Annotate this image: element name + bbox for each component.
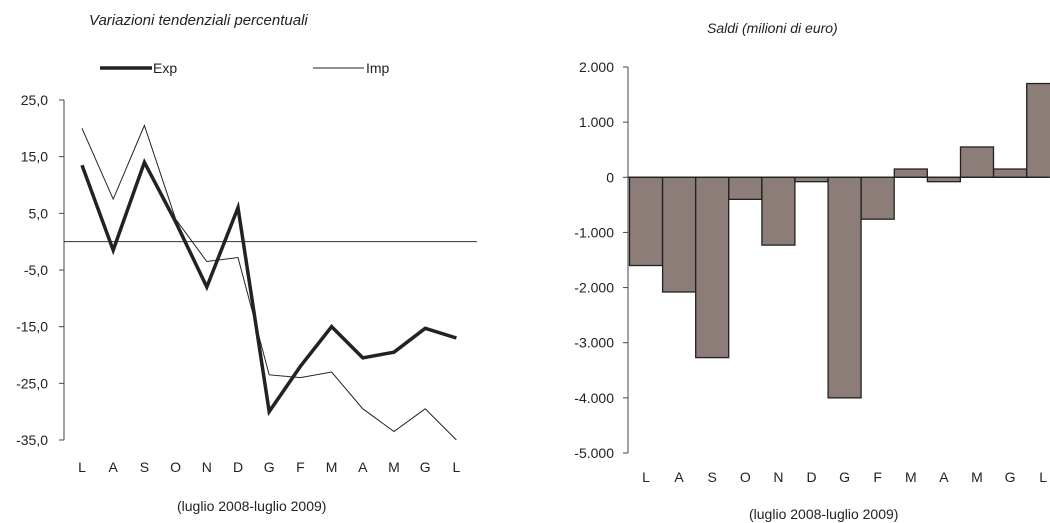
left-x-tick-label: L xyxy=(453,459,461,475)
left-line-chart: 25,0 15,0 5,0 -5,0 -15,0 -25,0 -35,0 L A S O N D G F M A… xyxy=(16,60,477,475)
bar xyxy=(695,176,730,359)
left-chart-title: Variazioni tendenziali percentuali xyxy=(89,12,308,29)
left-x-tick-label: G xyxy=(264,459,275,475)
left-y-tick-label: 15,0 xyxy=(21,149,48,165)
right-y-tick-label: 0 xyxy=(606,169,614,185)
bar xyxy=(827,176,862,399)
left-x-tick-label: S xyxy=(140,459,149,475)
left-x-tick-label: G xyxy=(420,459,431,475)
right-y-tick-label: 1.000 xyxy=(579,114,614,130)
left-y-tick-label: 25,0 xyxy=(21,92,48,108)
right-x-tick-label: G xyxy=(1005,469,1016,485)
right-x-tick-label: G xyxy=(839,469,850,485)
bar xyxy=(926,176,962,183)
bar xyxy=(1026,82,1050,178)
right-y-tick-label: -5.000 xyxy=(574,445,614,461)
left-x-tick-label: F xyxy=(296,459,305,475)
right-y-tick-label: -2.000 xyxy=(574,280,614,296)
right-x-tick-label: L xyxy=(1039,469,1047,485)
left-chart-panel: Variazioni tendenziali percentuali 25,0 1… xyxy=(16,12,477,514)
left-y-tick-label: -35,0 xyxy=(16,432,48,448)
legend-label-exp: Exp xyxy=(153,60,177,76)
left-y-tick-label: -25,0 xyxy=(16,375,48,391)
series-line-exp xyxy=(80,157,457,417)
right-y-tick-label: -3.000 xyxy=(574,335,614,351)
bar xyxy=(893,168,928,178)
series-line-imp xyxy=(81,124,457,441)
bar xyxy=(628,176,664,267)
bar xyxy=(661,176,697,293)
right-y-tick-label: -4.000 xyxy=(574,390,614,406)
left-chart-caption: (luglio 2008-luglio 2009) xyxy=(177,498,327,514)
right-x-tick-label: S xyxy=(708,469,717,485)
left-y-tick-label: 5,0 xyxy=(29,205,49,221)
left-y-tick-label: -5,0 xyxy=(24,262,48,278)
right-x-tick-label: M xyxy=(971,469,983,485)
right-x-tick-label: L xyxy=(642,469,650,485)
right-chart-title: Saldi (milioni di euro) xyxy=(707,20,838,36)
left-x-tick-label: O xyxy=(170,459,181,475)
bar xyxy=(992,168,1028,178)
right-x-tick-label: M xyxy=(905,469,917,485)
bar xyxy=(860,176,895,220)
right-chart-panel: Saldi (milioni di euro) 2.000 1.000 0 -1.00… xyxy=(525,0,1050,523)
left-x-tick-label: N xyxy=(202,459,212,475)
left-x-tick-label: D xyxy=(233,459,243,475)
right-x-tick-label: D xyxy=(806,469,816,485)
right-chart-caption: (luglio 2008-luglio 2009) xyxy=(749,506,899,522)
right-x-tick-label: A xyxy=(939,469,949,485)
right-x-tick-label: O xyxy=(740,469,751,485)
bar xyxy=(794,176,829,183)
left-x-tick-label: M xyxy=(326,459,338,475)
bar xyxy=(728,176,763,200)
legend-label-imp: Imp xyxy=(366,60,390,76)
left-x-tick-label: L xyxy=(78,459,86,475)
right-y-tick-label: -1.000 xyxy=(574,224,614,240)
bar xyxy=(761,176,796,246)
left-x-tick-label: A xyxy=(358,459,368,475)
left-x-tick-label: A xyxy=(109,459,119,475)
right-x-tick-label: F xyxy=(873,469,882,485)
bar xyxy=(959,146,995,178)
right-x-tick-label: N xyxy=(773,469,783,485)
right-bar-chart: 2.000 1.000 0 -1.000 -2.000 -3.000 -4.000 -5.00… xyxy=(574,59,1050,485)
left-y-tick-label: -15,0 xyxy=(16,319,48,335)
right-y-tick-label: 2.000 xyxy=(579,59,614,75)
left-x-tick-label: M xyxy=(388,459,400,475)
right-x-tick-label: A xyxy=(674,469,684,485)
